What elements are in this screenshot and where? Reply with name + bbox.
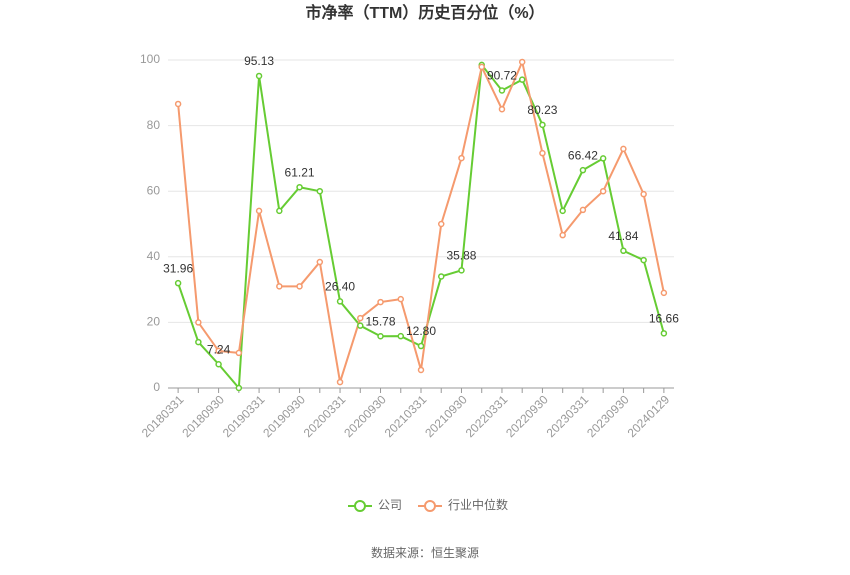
data-point [660, 289, 668, 297]
data-point [336, 378, 344, 386]
data-label: 90.72 [487, 69, 517, 83]
data-point [357, 314, 364, 322]
x-tick-label: 20200331 [301, 392, 349, 440]
legend-label: 公司 [378, 498, 402, 512]
data-point [195, 319, 202, 326]
data-point [620, 145, 627, 153]
chart-title: 市净率（TTM）历史百分位（%） [305, 3, 544, 22]
data-point [235, 349, 243, 357]
data-point [255, 207, 263, 215]
data-point [599, 187, 607, 195]
x-tick-label: 20190331 [220, 392, 268, 440]
x-tick-label: 20180930 [179, 392, 227, 440]
x-tick-label: 20240129 [625, 392, 673, 440]
data-label: 41.84 [608, 229, 638, 243]
data-point [276, 207, 283, 215]
data-point [437, 220, 445, 228]
data-point [478, 63, 485, 71]
data-point [215, 347, 222, 355]
legend-marker [354, 500, 366, 512]
data-point [174, 279, 182, 287]
legend-label: 行业中位数 [448, 497, 508, 512]
x-tick-label: 20210930 [422, 392, 470, 440]
x-tick-label: 20230331 [544, 392, 592, 440]
data-point [377, 332, 384, 340]
source-note: 数据来源：恒生聚源 [371, 545, 479, 560]
data-point [377, 298, 384, 306]
data-point [559, 231, 566, 239]
data-point [276, 283, 283, 290]
data-point [559, 207, 566, 215]
data-point [518, 76, 526, 83]
x-tick-label: 20220331 [463, 392, 511, 440]
data-point [640, 190, 647, 198]
data-point [397, 332, 405, 340]
data-point [579, 166, 587, 174]
data-point [174, 100, 182, 108]
data-point [498, 87, 506, 94]
data-point [498, 105, 506, 113]
x-tick-label: 20200930 [341, 392, 389, 440]
data-point [316, 258, 324, 266]
data-point [579, 206, 587, 214]
data-label: 66.42 [568, 148, 598, 162]
series-line [177, 62, 665, 391]
data-label: 26.40 [325, 280, 355, 294]
data-label: 80.23 [527, 103, 557, 117]
y-tick-label: 20 [147, 315, 161, 329]
data-point [660, 330, 668, 337]
data-point [316, 187, 324, 195]
data-label: 12.80 [406, 324, 436, 338]
data-label: 35.88 [446, 248, 476, 262]
data-label: 31.96 [163, 261, 193, 275]
data-point [518, 58, 526, 66]
data-point [640, 256, 647, 264]
y-tick-label: 80 [147, 118, 161, 132]
data-point [599, 155, 607, 162]
data-point [397, 295, 405, 303]
y-tick-label: 100 [140, 52, 160, 66]
y-tick-label: 40 [147, 249, 161, 263]
y-tick-label: 0 [153, 380, 160, 394]
data-point [296, 183, 303, 191]
data-point [620, 247, 627, 255]
data-label: 16.66 [649, 312, 679, 326]
data-point [195, 338, 202, 346]
data-label: 7.24 [207, 342, 231, 356]
x-tick-label: 20230930 [584, 392, 632, 440]
data-point [417, 366, 425, 374]
data-point [539, 121, 546, 129]
x-tick-label: 20180331 [139, 392, 187, 440]
x-tick-label: 20190930 [260, 392, 308, 440]
x-tick-label: 20220930 [503, 392, 551, 440]
data-point [215, 361, 222, 368]
data-label: 95.13 [244, 54, 274, 68]
data-point [296, 283, 303, 290]
data-label: 61.21 [285, 165, 315, 179]
legend-marker [424, 500, 436, 512]
x-tick-label: 20210331 [382, 392, 430, 440]
data-label: 15.78 [366, 314, 396, 328]
data-point [255, 72, 263, 80]
data-point [357, 322, 364, 329]
data-point [458, 267, 465, 274]
data-point [417, 342, 425, 350]
data-point [539, 149, 546, 157]
data-point [458, 154, 465, 162]
y-tick-label: 60 [147, 183, 161, 197]
data-point [437, 273, 445, 280]
data-point [336, 298, 344, 305]
data-point [235, 384, 243, 392]
